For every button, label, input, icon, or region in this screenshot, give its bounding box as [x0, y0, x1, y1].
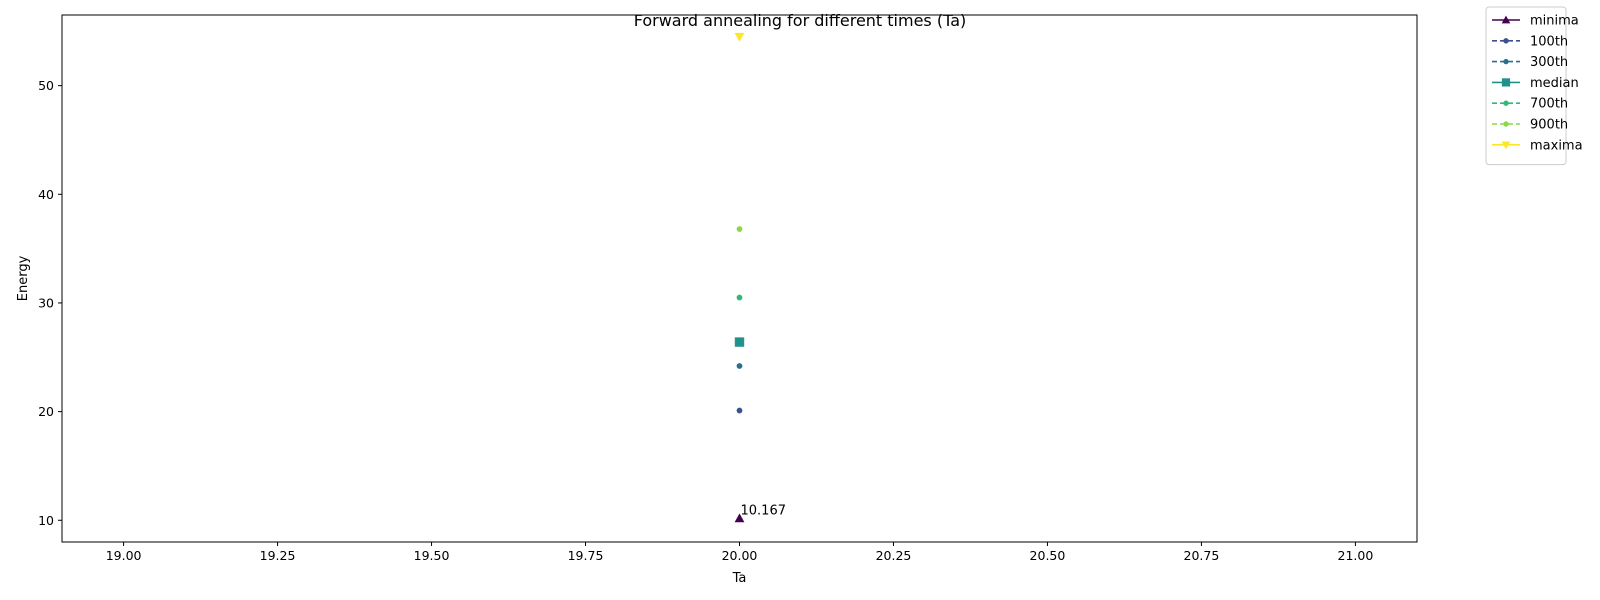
legend-item-minima: minima [1492, 14, 1579, 29]
legend: minima 100th 300th median 700th 900th maxima [1485, 6, 1583, 166]
legend-item-300th: 300th [1492, 55, 1568, 70]
data-point-minima [734, 513, 745, 523]
plot-area [61, 14, 1418, 543]
legend-item-maxima: maxima [1492, 138, 1583, 153]
y-tick-label: 50 [38, 78, 54, 93]
legend-marker [1503, 58, 1509, 65]
legend-label: 900th [1530, 118, 1568, 133]
legend-label: maxima [1530, 138, 1583, 153]
y-tick-label: 20 [38, 404, 54, 419]
data-point-300th [736, 363, 743, 369]
data-point-700th [736, 294, 743, 301]
y-tick-label: 30 [38, 295, 54, 310]
x-axis-ticks: 19.00 19.25 19.50 19.75 20.00 20.25 20.50 20.75… [106, 542, 1374, 563]
legend-label: median [1530, 76, 1579, 91]
x-tick-label: 21.00 [1338, 548, 1374, 563]
legend-item-700th: 700th [1492, 97, 1568, 112]
x-tick-label: 20.25 [876, 548, 912, 563]
x-tick-label: 19.25 [260, 548, 296, 563]
data-point-900th [736, 226, 743, 232]
legend-label: 300th [1530, 55, 1568, 70]
annotations: 10.167 [741, 503, 787, 518]
legend-label: 100th [1530, 34, 1568, 49]
legend-marker [1503, 100, 1509, 106]
y-axis-label: Energy [16, 255, 31, 301]
x-axis-label: Ta [732, 571, 747, 586]
x-tick-label: 19.75 [568, 548, 604, 563]
legend-marker [1501, 78, 1511, 87]
annotation-label: 10.167 [741, 503, 787, 518]
legend-label: minima [1530, 14, 1579, 29]
data-point-median [734, 337, 745, 347]
x-tick-label: 20.75 [1184, 548, 1220, 563]
x-tick-label: 19.00 [106, 548, 142, 563]
x-tick-label: 20.50 [1030, 548, 1066, 563]
legend-item-900th: 900th [1492, 118, 1568, 133]
legend-marker [1503, 121, 1509, 127]
y-tick-label: 40 [38, 187, 54, 202]
legend-marker [1501, 15, 1511, 24]
chart-title: Forward annealing for different times (T… [634, 11, 967, 30]
legend-marker [1501, 141, 1511, 150]
x-tick-label: 19.50 [414, 548, 450, 563]
legend-label: 700th [1530, 97, 1568, 112]
y-axis-ticks: 10 20 30 40 50 [38, 78, 62, 528]
data-point-maxima [734, 32, 745, 42]
legend-item-median: median [1492, 76, 1579, 91]
data-point-100th [736, 407, 743, 414]
data-points [734, 32, 745, 523]
legend-item-100th: 100th [1492, 34, 1568, 49]
x-tick-label: 20.00 [722, 548, 758, 563]
y-tick-label: 10 [38, 513, 54, 528]
legend-marker [1503, 38, 1509, 44]
